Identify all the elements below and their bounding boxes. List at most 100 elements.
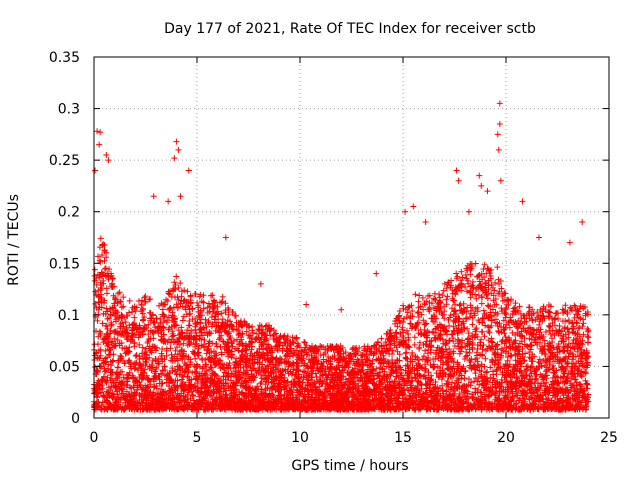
- data-point: [308, 352, 315, 359]
- data-point: [126, 322, 133, 329]
- data-point: [377, 350, 384, 357]
- data-point: [208, 348, 215, 355]
- data-point: [194, 299, 201, 306]
- data-point: [96, 303, 103, 310]
- data-point: [444, 293, 451, 300]
- data-point: [136, 362, 143, 369]
- data-point: [283, 335, 290, 342]
- data-point: [562, 318, 569, 325]
- data-point: [173, 301, 180, 308]
- data-point: [378, 335, 385, 342]
- data-point: [165, 326, 172, 333]
- data-point: [526, 354, 533, 361]
- data-point: [526, 335, 533, 342]
- data-point: [471, 378, 478, 385]
- data-point: [103, 290, 110, 297]
- data-point: [465, 376, 472, 383]
- data-point: [449, 379, 456, 386]
- data-point: [575, 366, 582, 373]
- data-point: [516, 303, 523, 310]
- data-point: [222, 300, 229, 307]
- data-point: [99, 251, 106, 258]
- data-point: [419, 294, 426, 301]
- data-point: [234, 327, 241, 334]
- data-point: [400, 319, 407, 326]
- data-point: [584, 325, 591, 332]
- data-point: [155, 330, 162, 337]
- data-point: [133, 352, 140, 359]
- data-point: [462, 284, 469, 291]
- data-point: [274, 347, 281, 354]
- data-point: [156, 302, 163, 309]
- data-point: [467, 358, 474, 365]
- data-point: [120, 294, 127, 301]
- data-point: [547, 331, 554, 338]
- data-point: [541, 337, 548, 344]
- data-point: [101, 257, 108, 264]
- data-point: [504, 353, 511, 360]
- data-point: [403, 314, 410, 321]
- data-point: [304, 376, 311, 383]
- data-point: [99, 385, 106, 392]
- data-point: [142, 293, 149, 300]
- data-point: [409, 308, 416, 315]
- data-point: [294, 343, 301, 350]
- data-point: [169, 328, 176, 335]
- data-point: [536, 321, 543, 328]
- data-point: [503, 344, 510, 351]
- data-point: [568, 305, 575, 312]
- data-point: [458, 375, 465, 382]
- data-point: [560, 333, 567, 340]
- data-point: [94, 394, 101, 401]
- data-points: [91, 100, 592, 413]
- data-point: [203, 350, 210, 357]
- data-point: [567, 304, 574, 311]
- data-point: [539, 308, 546, 315]
- data-point: [487, 273, 494, 280]
- data-point: [571, 302, 578, 309]
- data-point: [179, 317, 186, 324]
- data-point: [126, 297, 133, 304]
- data-point: [180, 313, 187, 320]
- data-point: [542, 329, 549, 335]
- data-point: [484, 302, 491, 309]
- data-point: [536, 329, 543, 336]
- data-point: [458, 268, 465, 275]
- data-point: [199, 355, 206, 362]
- data-point: [449, 287, 456, 294]
- data-point: [517, 310, 524, 317]
- data-point: [253, 330, 260, 337]
- data-point: [470, 394, 477, 401]
- data-point: [217, 343, 224, 350]
- data-point: [496, 281, 503, 288]
- data-point: [175, 327, 182, 334]
- data-point: [436, 294, 443, 301]
- data-point: [131, 303, 138, 310]
- data-point: [170, 392, 177, 399]
- data-point: [349, 346, 356, 353]
- data-point: [412, 291, 419, 298]
- data-point: [449, 335, 456, 342]
- data-point: [94, 317, 101, 324]
- data-point: [462, 353, 469, 360]
- data-point: [480, 307, 487, 314]
- data-point: [264, 341, 271, 348]
- data-point: [487, 364, 494, 371]
- data-point: [126, 309, 133, 316]
- data-point: [208, 393, 215, 400]
- data-point: [184, 373, 191, 380]
- data-point: [97, 235, 104, 242]
- data-point: [416, 292, 423, 299]
- data-point: [451, 328, 458, 335]
- data-point: [478, 270, 485, 277]
- data-point: [478, 300, 485, 307]
- data-point: [483, 369, 490, 376]
- data-point: [141, 294, 148, 301]
- data-point: [555, 341, 562, 348]
- data-point: [196, 373, 203, 380]
- data-point: [512, 300, 519, 307]
- data-point: [461, 375, 468, 382]
- data-point: [415, 298, 422, 305]
- data-point: [416, 339, 423, 346]
- data-point: [574, 335, 581, 342]
